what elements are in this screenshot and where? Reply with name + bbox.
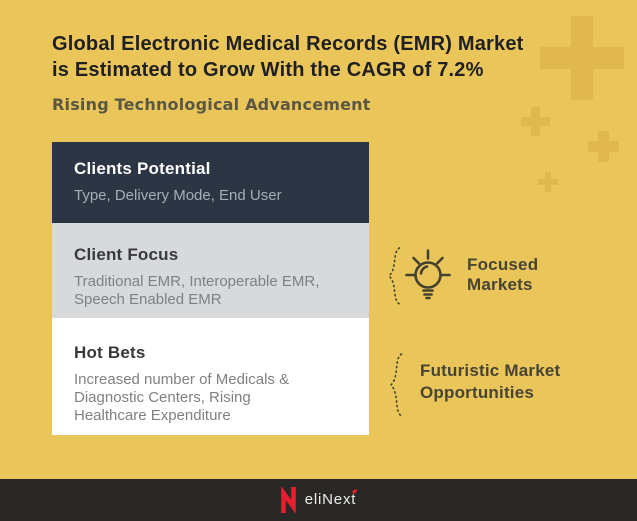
curly-brace-icon: [389, 353, 403, 417]
page-title-line-1: Global Electronic Medical Records (EMR) …: [52, 33, 524, 55]
lightbulb-icon: [405, 249, 451, 300]
page-title: Global Electronic Medical Records (EMR) …: [52, 31, 552, 83]
annotation-focused-markets: Focused Markets: [467, 255, 539, 294]
card-description: Type, Delivery Mode, End User: [74, 187, 282, 204]
footer-bar: eliNext: [0, 479, 637, 521]
elinext-logo: eliNext: [304, 488, 358, 509]
elinext-logo-text: eliNext: [304, 491, 357, 508]
page-subtitle: Rising Technological Advancement: [52, 95, 371, 114]
card-hot-bets: Hot Bets Increased number of Medicals & …: [52, 318, 369, 435]
card-title: Clients Potential: [74, 159, 211, 178]
card-clients-potential: Clients Potential Type, Delivery Mode, E…: [52, 142, 369, 223]
curly-brace-icon: [387, 247, 401, 305]
page-title-line-2: is Estimated to Grow With the CAGR of 7.…: [52, 59, 484, 81]
annotation-futuristic-market-opportunities: Futuristic Market Opportunities: [420, 361, 561, 402]
card-client-focus: Client Focus Traditional EMR, Interopera…: [52, 223, 369, 318]
plus-decoration-icon: [588, 131, 619, 162]
plus-decoration-icon: [521, 107, 550, 136]
card-title: Hot Bets: [74, 343, 146, 362]
plus-decoration-large-icon: [540, 16, 624, 100]
card-description: Traditional EMR, Interoperable EMR, Spee…: [74, 273, 320, 308]
plus-decoration-small-icon: [538, 172, 558, 192]
card-description: Increased number of Medicals & Diagnosti…: [74, 371, 290, 424]
card-title: Client Focus: [74, 245, 179, 264]
elinext-n-icon: [280, 487, 296, 513]
cards-column: Clients Potential Type, Delivery Mode, E…: [52, 142, 369, 435]
